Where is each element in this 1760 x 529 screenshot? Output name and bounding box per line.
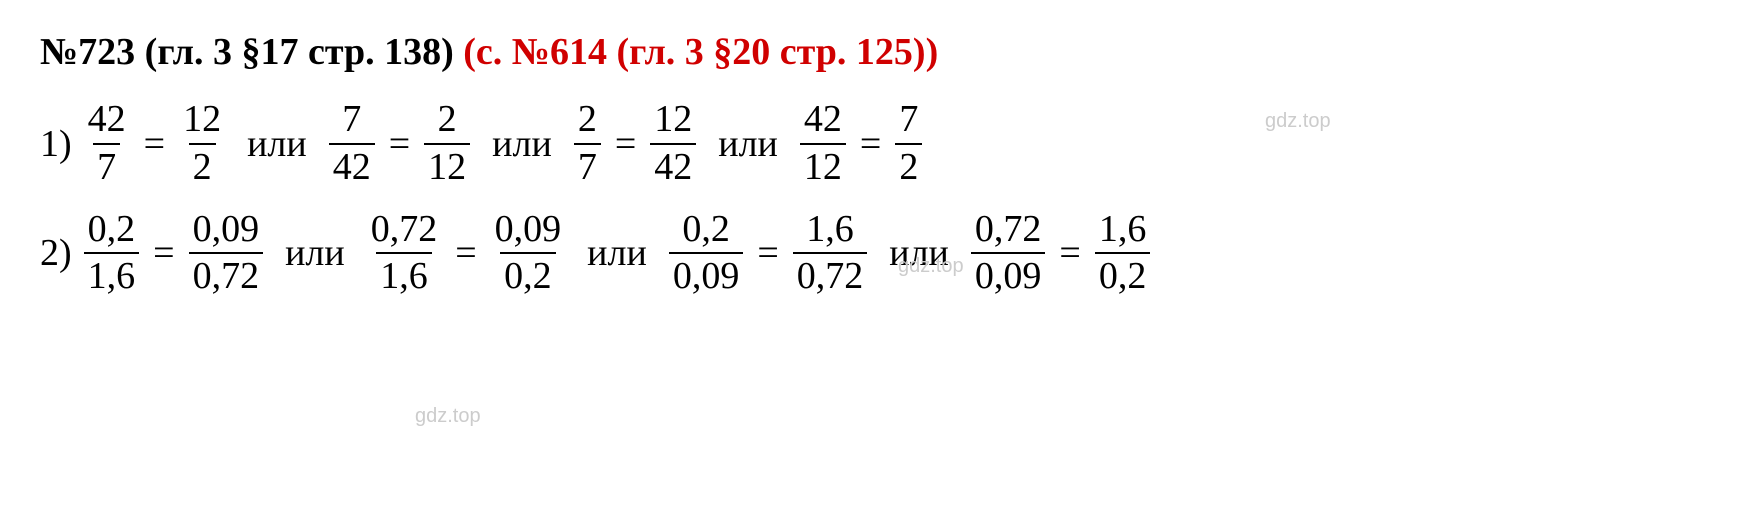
connector-word: или — [247, 125, 307, 163]
fraction-numerator: 12 — [650, 99, 696, 143]
fraction-denominator: 1,6 — [376, 252, 432, 298]
fraction: 0,720,09 — [971, 209, 1046, 299]
title-line: №723 (гл. 3 §17 стр. 138) (с. №614 (гл. … — [40, 30, 1720, 74]
title-black: №723 (гл. 3 §17 стр. 138) — [40, 31, 454, 73]
equals-sign: = — [615, 125, 636, 163]
fraction-numerator: 0,2 — [84, 209, 140, 253]
connector-word: или — [718, 125, 778, 163]
fraction-denominator: 0,2 — [1095, 252, 1151, 298]
fraction-numerator: 0,72 — [367, 209, 442, 253]
fraction-denominator: 12 — [424, 143, 470, 189]
equals-sign: = — [1059, 234, 1080, 272]
equation-row: 1)427=122или742=212или27=1242или4212=72 — [40, 99, 1720, 189]
equals-sign: = — [153, 234, 174, 272]
equals-sign: = — [455, 234, 476, 272]
fraction-numerator: 7 — [338, 99, 365, 143]
fraction-denominator: 7 — [93, 143, 120, 189]
equals-sign: = — [860, 125, 881, 163]
equation-row: 2)0,21,6=0,090,72или0,721,6=0,090,2или0,… — [40, 209, 1720, 299]
fraction-numerator: 2 — [434, 99, 461, 143]
fraction: 72 — [895, 99, 922, 189]
fraction: 0,721,6 — [367, 209, 442, 299]
row-label: 1) — [40, 125, 72, 163]
fraction-numerator: 0,2 — [678, 209, 734, 253]
fraction-numerator: 42 — [800, 99, 846, 143]
fraction-denominator: 2 — [895, 143, 922, 189]
fraction-numerator: 42 — [84, 99, 130, 143]
title-red: (с. №614 (гл. 3 §20 стр. 125)) — [463, 31, 938, 73]
connector-word: или — [587, 234, 647, 272]
fraction-denominator: 0,72 — [793, 252, 868, 298]
fraction: 0,090,2 — [491, 209, 566, 299]
fraction: 1,60,2 — [1095, 209, 1151, 299]
watermark-text: gdz.top — [415, 405, 481, 428]
fraction-denominator: 42 — [329, 143, 375, 189]
connector-word: или — [285, 234, 345, 272]
equation-rows: 1)427=122или742=212или27=1242или4212=722… — [40, 99, 1720, 298]
fraction-numerator: 2 — [574, 99, 601, 143]
fraction-numerator: 1,6 — [802, 209, 858, 253]
fraction: 0,090,72 — [189, 209, 264, 299]
fraction-denominator: 0,72 — [189, 252, 264, 298]
fraction: 0,21,6 — [84, 209, 140, 299]
fraction-denominator: 42 — [650, 143, 696, 189]
fraction: 122 — [179, 99, 225, 189]
fraction-denominator: 12 — [800, 143, 846, 189]
connector-word: или — [492, 125, 552, 163]
fraction: 1242 — [650, 99, 696, 189]
equals-sign: = — [757, 234, 778, 272]
fraction-denominator: 0,09 — [971, 252, 1046, 298]
fraction: 742 — [329, 99, 375, 189]
fraction: 1,60,72 — [793, 209, 868, 299]
connector-word: или — [889, 234, 949, 272]
fraction-numerator: 0,72 — [971, 209, 1046, 253]
fraction: 212 — [424, 99, 470, 189]
fraction-denominator: 7 — [574, 143, 601, 189]
fraction-denominator: 0,09 — [669, 252, 744, 298]
equals-sign: = — [389, 125, 410, 163]
fraction-numerator: 7 — [895, 99, 922, 143]
row-label: 2) — [40, 234, 72, 272]
fraction-denominator: 2 — [189, 143, 216, 189]
fraction: 4212 — [800, 99, 846, 189]
fraction-denominator: 1,6 — [84, 252, 140, 298]
fraction: 0,20,09 — [669, 209, 744, 299]
fraction: 27 — [574, 99, 601, 189]
fraction: 427 — [84, 99, 130, 189]
fraction-numerator: 12 — [179, 99, 225, 143]
equals-sign: = — [144, 125, 165, 163]
fraction-numerator: 0,09 — [189, 209, 264, 253]
fraction-denominator: 0,2 — [500, 252, 556, 298]
fraction-numerator: 1,6 — [1095, 209, 1151, 253]
page-root: №723 (гл. 3 §17 стр. 138) (с. №614 (гл. … — [40, 30, 1720, 298]
fraction-numerator: 0,09 — [491, 209, 566, 253]
